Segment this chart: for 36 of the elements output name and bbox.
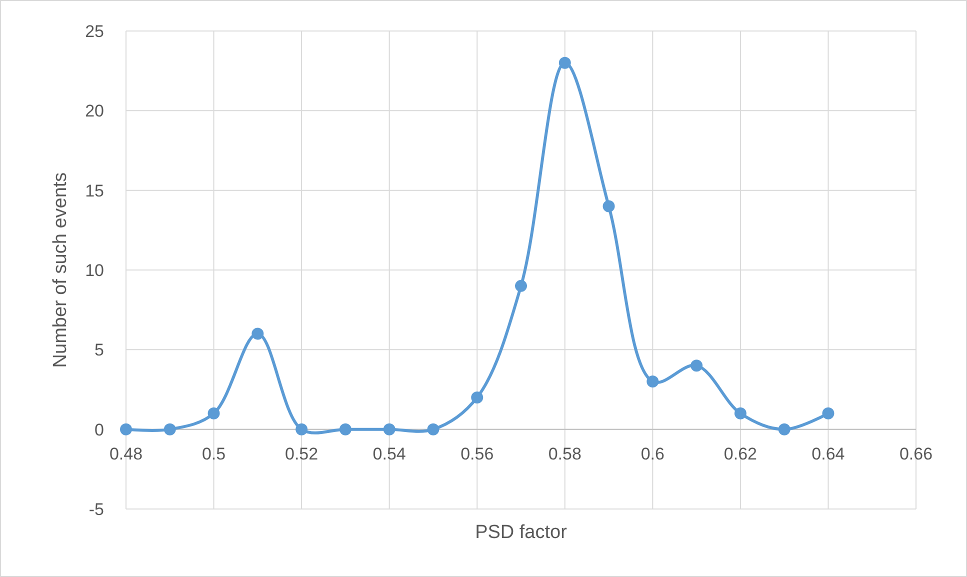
x-tick-label: 0.64 [812,444,845,464]
point [515,280,527,292]
x-tick-label: 0.5 [202,444,226,464]
point [602,200,615,212]
x-tick-label: 0.58 [548,444,582,464]
x-axis-title: PSD factor [475,522,568,543]
point [383,423,396,436]
y-tick-label: 5 [94,340,104,360]
y-tick-label: 15 [85,181,104,200]
point [252,328,264,340]
x-tick-label: 0.54 [372,444,406,464]
x-tick-label: 0.66 [899,444,933,464]
point [778,423,790,436]
y-tick-label: 25 [85,22,104,41]
point [427,423,440,436]
point [164,423,176,436]
x-tick-label: 0.62 [724,444,757,464]
point [690,360,703,372]
x-tick-label: 0.56 [460,444,494,464]
point [822,407,834,420]
y-tick-label: 20 [85,102,104,121]
point [471,391,484,404]
point [558,56,571,69]
y-axis-title: Number of such events [50,172,71,368]
x-tick-label: 0.6 [640,444,664,464]
y-tick-label: -5 [88,500,104,519]
x-tick-label: 0.52 [285,444,318,464]
point [646,376,659,388]
point [208,407,220,420]
point [339,423,352,436]
x-tick-label: 0.48 [109,444,143,464]
point [734,407,746,420]
y-tick-label: 10 [85,260,104,280]
point [296,423,308,436]
y-tick-label: 0 [94,420,104,440]
point [120,423,132,436]
